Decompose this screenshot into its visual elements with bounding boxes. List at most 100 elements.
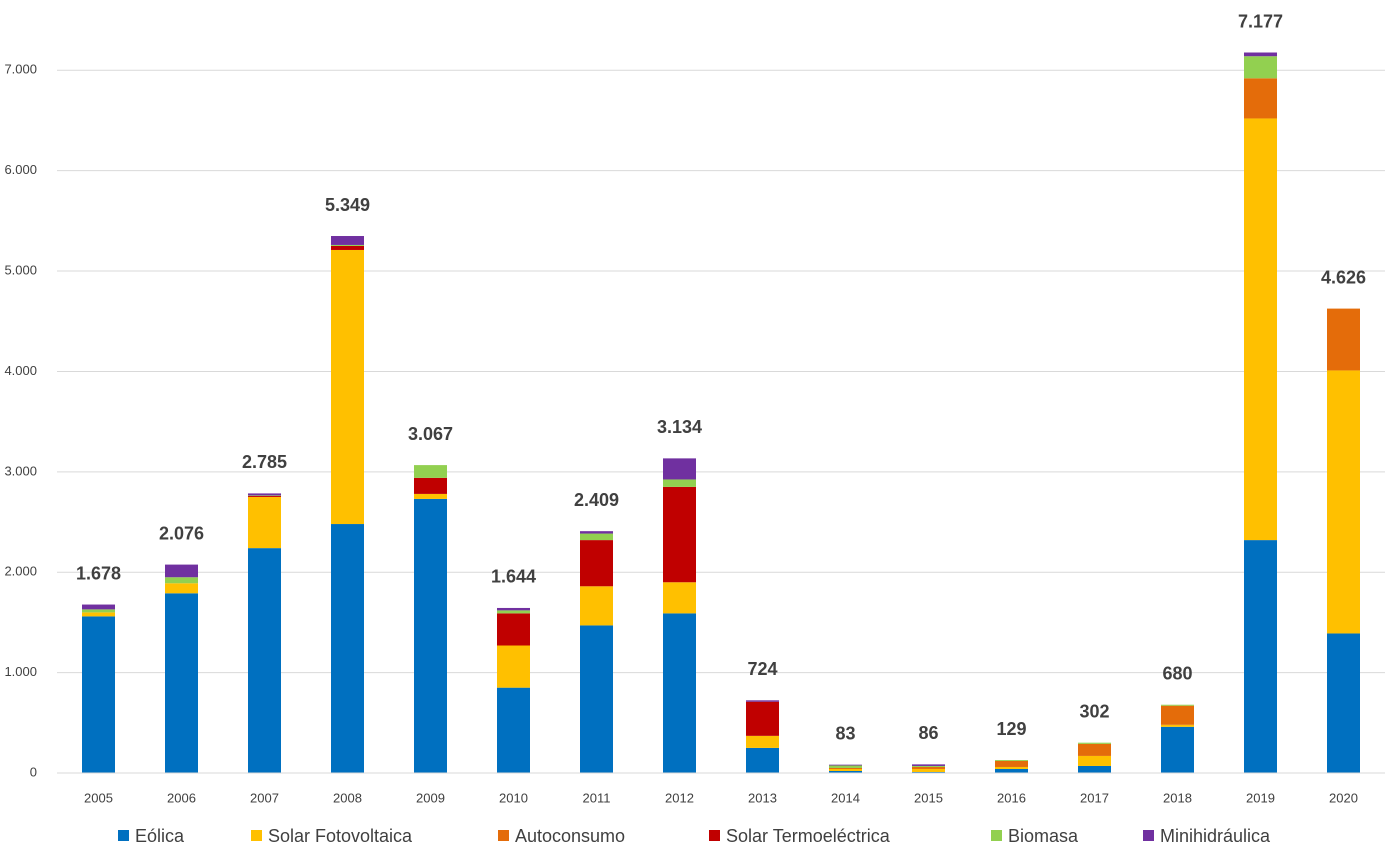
bar-segment (165, 593, 198, 773)
bar-segment (1078, 755, 1111, 766)
y-tick-label: 7.000 (4, 62, 37, 77)
bar-segment (248, 548, 281, 773)
bar-segment (995, 766, 1028, 769)
x-tick-label: 2019 (1246, 790, 1275, 805)
bar-segment (829, 765, 862, 768)
bar-segment (248, 496, 281, 549)
total-label: 724 (747, 659, 777, 679)
bar-segment (1161, 724, 1194, 727)
bar-segment (1327, 308, 1360, 371)
bar-segment (1161, 705, 1194, 725)
legend-swatch (498, 830, 509, 841)
total-label: 1.678 (76, 563, 121, 583)
x-tick-label: 2009 (416, 790, 445, 805)
bar-segment (746, 701, 779, 736)
bar-segment (331, 249, 364, 525)
x-tick-label: 2017 (1080, 790, 1109, 805)
bar-segment (497, 645, 530, 688)
bar-segment (580, 540, 613, 587)
bar-segment (248, 495, 281, 497)
total-label: 302 (1079, 701, 1109, 721)
bar-segment (912, 766, 945, 769)
bar-segment (1161, 704, 1194, 706)
bar-segment (1078, 743, 1111, 756)
bar-segment (995, 768, 1028, 773)
bar-segment (1327, 633, 1360, 773)
bar-segment (1244, 78, 1277, 119)
bar-segment (331, 524, 364, 773)
x-tick-label: 2010 (499, 790, 528, 805)
bar-segment (995, 760, 1028, 767)
bar-segment (497, 613, 530, 646)
bar-segment (829, 767, 862, 769)
bar-segment (414, 477, 447, 494)
bar-segment (331, 244, 364, 246)
bar-segment (912, 765, 945, 767)
bar-segment (165, 577, 198, 584)
total-label: 5.349 (325, 195, 370, 215)
bar-segment (829, 768, 862, 771)
legend-label: Biomasa (1008, 826, 1079, 846)
bar-segment (1327, 370, 1360, 634)
total-label: 2.076 (159, 523, 204, 543)
total-label: 2.409 (574, 490, 619, 510)
bar-segment (1244, 52, 1277, 57)
total-label: 1.644 (491, 567, 536, 587)
bar-segment (746, 747, 779, 773)
total-label: 3.067 (408, 424, 453, 444)
x-tick-label: 2014 (831, 790, 860, 805)
bar-segment (497, 687, 530, 773)
bar-segment (248, 493, 281, 496)
bar-segment (497, 610, 530, 614)
bar-segment (746, 700, 779, 702)
y-tick-label: 3.000 (4, 463, 37, 478)
legend-swatch (251, 830, 262, 841)
x-tick-label: 2008 (333, 790, 362, 805)
bar-segment (829, 770, 862, 773)
total-label: 7.177 (1238, 11, 1283, 31)
legend-label: Solar Termoeléctrica (726, 826, 891, 846)
x-tick-label: 2012 (665, 790, 694, 805)
legend-swatch (709, 830, 720, 841)
x-tick-label: 2020 (1329, 790, 1358, 805)
bar-segment (1161, 726, 1194, 773)
bar-segment (82, 612, 115, 617)
x-tick-label: 2006 (167, 790, 196, 805)
total-label: 86 (918, 723, 938, 743)
x-tick-label: 2018 (1163, 790, 1192, 805)
x-tick-label: 2016 (997, 790, 1026, 805)
x-tick-label: 2007 (250, 790, 279, 805)
bar-segment (414, 493, 447, 499)
bar-segment (580, 625, 613, 773)
y-tick-label: 4.000 (4, 363, 37, 378)
bar-segment (912, 771, 945, 773)
bar-segment (663, 486, 696, 583)
legend-swatch (118, 830, 129, 841)
y-tick-label: 1.000 (4, 664, 37, 679)
bar-segment (829, 764, 862, 766)
bar-segment (82, 616, 115, 773)
y-tick-label: 0 (30, 764, 37, 779)
x-tick-label: 2011 (583, 790, 611, 805)
bar-segment (746, 735, 779, 748)
bar-segment (1244, 56, 1277, 79)
total-label: 3.134 (657, 417, 702, 437)
bar-segment (82, 609, 115, 613)
legend-swatch (991, 830, 1002, 841)
bar-segment (165, 583, 198, 594)
bar-segment (1244, 118, 1277, 541)
y-tick-label: 2.000 (4, 564, 37, 579)
x-tick-label: 2013 (748, 790, 777, 805)
bar-segment (912, 768, 945, 772)
bar-segment (1078, 765, 1111, 773)
total-label: 83 (835, 723, 855, 743)
x-tick-label: 2005 (84, 790, 113, 805)
bar-segment (1244, 540, 1277, 773)
bar-segment (331, 236, 364, 245)
bar-segment (580, 533, 613, 541)
total-label: 4.626 (1321, 267, 1366, 287)
bar-segment (82, 604, 115, 610)
bar-segment (580, 531, 613, 534)
legend-label: Eólica (135, 826, 185, 846)
